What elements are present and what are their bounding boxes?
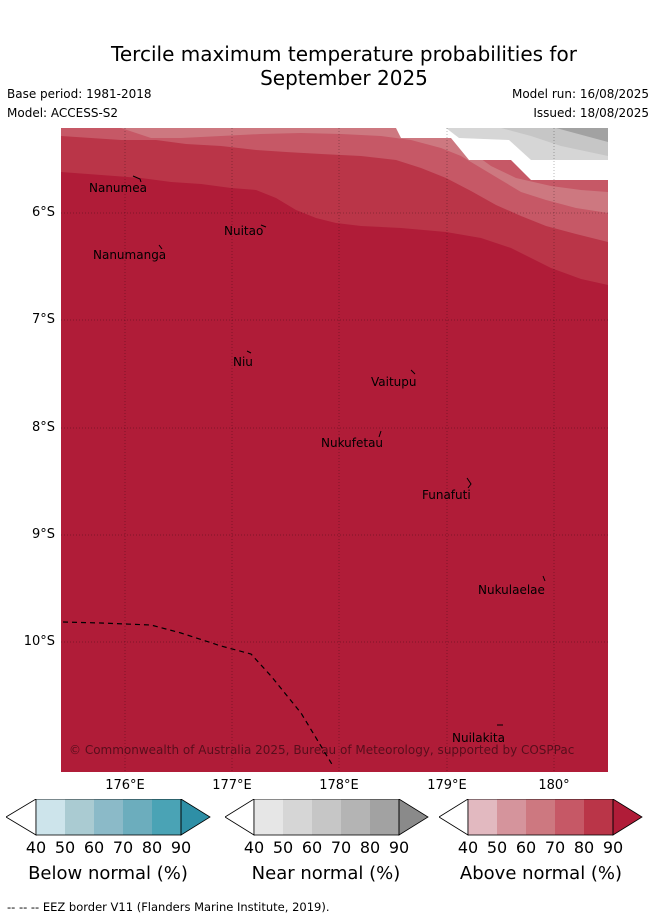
lon-label-179e: 179°E bbox=[427, 778, 467, 793]
near-tick-90: 90 bbox=[388, 838, 410, 857]
nuitao-island bbox=[260, 224, 267, 228]
above-normal-title: Above normal (%) bbox=[459, 863, 623, 884]
below-cbar-segment-5 bbox=[152, 799, 181, 835]
title-line-1: Tercile maximum temperature probabilitie… bbox=[111, 42, 577, 66]
above-cbar-segment-4 bbox=[555, 799, 584, 835]
lat-label-8s: 8°S bbox=[31, 420, 55, 435]
map-title: Tercile maximum temperature probabilitie… bbox=[0, 42, 655, 90]
near-cbar-segment-2 bbox=[283, 799, 312, 835]
above-cbar-segment-1 bbox=[468, 799, 497, 835]
nanumanga-island bbox=[158, 244, 163, 250]
above-cbar-upper-extend bbox=[612, 799, 643, 836]
probability-map: Nanumea Nuitao Nanumanga Niu Vaitupu Nuk… bbox=[61, 128, 608, 772]
near-tick-50: 50 bbox=[272, 838, 294, 857]
above-cbar-outline bbox=[467, 799, 614, 836]
near-tick-60: 60 bbox=[301, 838, 323, 857]
near-tick-80: 80 bbox=[359, 838, 381, 857]
near-cbar-segment-4 bbox=[341, 799, 370, 835]
model-run-date: Model run: 16/08/2025 bbox=[511, 87, 649, 101]
above-tick-50: 50 bbox=[486, 838, 508, 857]
lat-label-7s: 7°S bbox=[31, 312, 55, 327]
lon-label-178e: 178°E bbox=[319, 778, 359, 793]
nanumea-island bbox=[132, 175, 142, 183]
above-cbar-segment-5 bbox=[584, 799, 613, 835]
colorbar-below-normal bbox=[6, 799, 211, 836]
above-cbar-segment-2 bbox=[497, 799, 526, 835]
copyright-text: © Commonwealth of Australia 2025, Bureau… bbox=[69, 743, 574, 757]
above-tick-70: 70 bbox=[544, 838, 566, 857]
below-tick-70: 70 bbox=[112, 838, 134, 857]
lat-label-9s: 9°S bbox=[31, 527, 55, 542]
below-tick-90: 90 bbox=[170, 838, 192, 857]
above-tick-60: 60 bbox=[515, 838, 537, 857]
lon-label-177e: 177°E bbox=[212, 778, 252, 793]
below-tick-50: 50 bbox=[54, 838, 76, 857]
below-tick-80: 80 bbox=[141, 838, 163, 857]
above-tick-40: 40 bbox=[457, 838, 479, 857]
lon-label-176e: 176°E bbox=[105, 778, 145, 793]
near-cbar-lower-extend bbox=[225, 799, 255, 836]
near-normal-80-band bbox=[556, 128, 608, 142]
place-nukulaelae: Nukulaelae bbox=[478, 583, 545, 597]
gridlines bbox=[61, 128, 608, 772]
below-tick-60: 60 bbox=[83, 838, 105, 857]
nukufetau-island bbox=[378, 430, 382, 438]
near-cbar-segment-1 bbox=[254, 799, 283, 835]
place-nanumanga: Nanumanga bbox=[93, 248, 166, 262]
place-funafuti: Funafuti bbox=[422, 488, 471, 502]
below-cbar-segment-4 bbox=[123, 799, 152, 835]
colorbar-above-normal bbox=[439, 799, 643, 836]
near-cbar-upper-extend bbox=[398, 799, 429, 836]
near-tick-70: 70 bbox=[330, 838, 352, 857]
lon-label-180: 180° bbox=[538, 778, 570, 793]
lat-label-10s: 10°S bbox=[23, 634, 55, 649]
base-period: Base period: 1981-2018 bbox=[7, 87, 152, 101]
place-nukufetau: Nukufetau bbox=[321, 436, 383, 450]
near-cbar-segment-3 bbox=[312, 799, 341, 835]
above-60-band bbox=[121, 128, 608, 213]
place-nanumea: Nanumea bbox=[89, 181, 147, 195]
above-tick-80: 80 bbox=[573, 838, 595, 857]
below-normal-title: Below normal (%) bbox=[28, 863, 188, 884]
vaitupu-island bbox=[410, 369, 416, 375]
below-cbar-lower-extend bbox=[6, 799, 37, 836]
near-normal-title: Near normal (%) bbox=[251, 863, 401, 884]
funafuti-island bbox=[466, 477, 472, 489]
eez-border-line bbox=[62, 621, 334, 767]
near-cbar-outline bbox=[253, 799, 400, 836]
above-cbar-lower-extend bbox=[439, 799, 469, 836]
above-cbar-segment-3 bbox=[526, 799, 555, 835]
nukulaelae-island bbox=[542, 575, 546, 582]
colorbar-near-normal bbox=[225, 799, 429, 836]
place-nuilakita: Nuilakita bbox=[452, 731, 505, 745]
issued-date: Issued: 18/08/2025 bbox=[533, 106, 649, 120]
below-tick-40: 40 bbox=[25, 838, 47, 857]
model-name: Model: ACCESS-S2 bbox=[7, 106, 119, 120]
near-cbar-segment-5 bbox=[370, 799, 399, 835]
near-tick-40: 40 bbox=[243, 838, 265, 857]
place-nuitao: Nuitao bbox=[224, 224, 263, 238]
eez-border-note: -- -- -- EEZ border V11 (Flanders Marine… bbox=[7, 900, 330, 914]
below-cbar-upper-extend bbox=[180, 799, 211, 836]
near-normal-60-band bbox=[501, 128, 608, 156]
below-cbar-outline bbox=[35, 799, 182, 836]
below-cbar-segment-1 bbox=[36, 799, 65, 835]
lat-label-6s: 6°S bbox=[31, 205, 55, 220]
above-tick-90: 90 bbox=[602, 838, 624, 857]
place-vaitupu: Vaitupu bbox=[371, 375, 417, 389]
below-cbar-segment-2 bbox=[65, 799, 94, 835]
place-niu: Niu bbox=[233, 355, 253, 369]
niu-island bbox=[246, 350, 252, 354]
title-line-2: September 2025 bbox=[260, 66, 428, 90]
below-cbar-segment-3 bbox=[94, 799, 123, 835]
